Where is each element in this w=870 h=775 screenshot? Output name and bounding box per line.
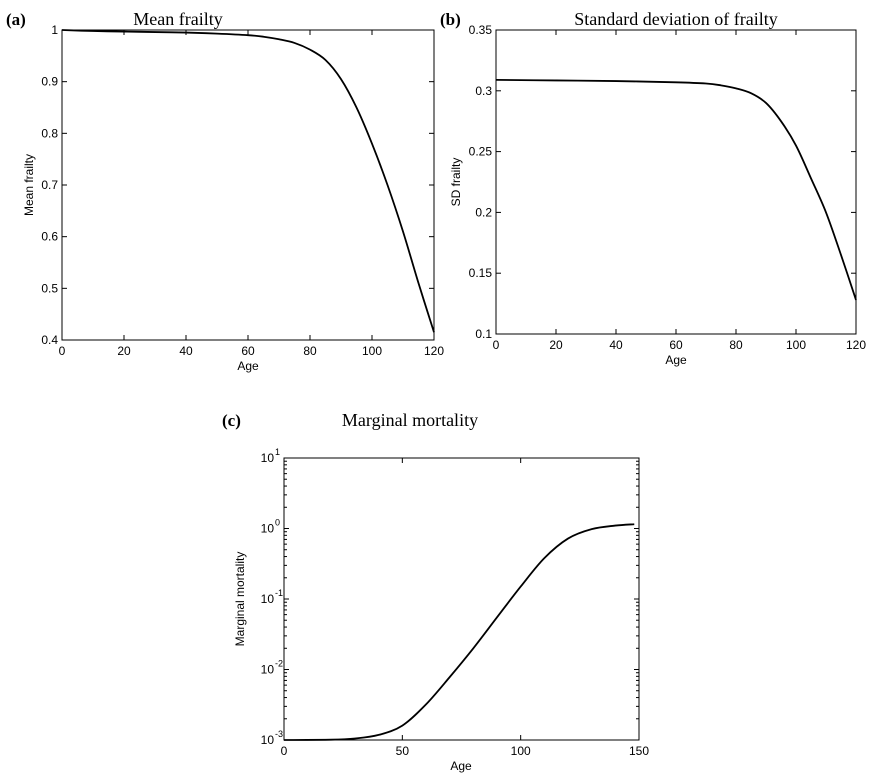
panel-b-title: Standard deviation of frailty <box>574 9 777 29</box>
panel-b: (b) Standard deviation of frailty 0 20 40 6… <box>440 9 866 367</box>
panel-a-curve <box>61 29 435 333</box>
panel-b-xtick-label: 20 <box>549 338 563 352</box>
panel-a-ytick-label: 0.6 <box>41 230 58 244</box>
panel-c-xtick-label: 0 <box>281 744 288 758</box>
panel-c-xtick-label: 150 <box>629 744 649 758</box>
panel-c-ylabel: Marginal mortality <box>233 552 247 647</box>
panel-c-xlabel: Age <box>450 759 472 773</box>
panel-c-xtick-label: 50 <box>396 744 410 758</box>
panel-a-ytick-label: 0.9 <box>41 75 58 89</box>
panel-b-plot-frame <box>495 29 857 335</box>
panel-b-ytick-label: 0.25 <box>469 145 493 159</box>
panel-a: (a) Mean frailty 0 20 40 60 80 100 120 0.4 0.5 0.… <box>6 9 444 373</box>
panel-c-ytick-exponent: 1 <box>275 447 280 457</box>
panel-a-letter: (a) <box>6 10 26 29</box>
panel-c-ytick-exponent: 0 <box>275 518 280 528</box>
panel-c-curve <box>283 523 635 741</box>
panel-a-xtick-label: 80 <box>303 344 317 358</box>
panel-a-plot-frame <box>61 29 435 341</box>
panel-a-xtick-label: 60 <box>241 344 255 358</box>
panel-c-ytick-exponent: -3 <box>275 729 283 739</box>
panel-b-xtick-label: 120 <box>846 338 866 352</box>
panel-a-title: Mean frailty <box>133 9 222 29</box>
panel-b-ytick-label: 0.35 <box>469 23 493 37</box>
panel-c-ytick-exponent: -2 <box>275 659 283 669</box>
panel-a-xlabel: Age <box>237 359 259 373</box>
panel-a-ytick-label: 0.8 <box>41 126 58 140</box>
panel-b-curve <box>495 78 857 301</box>
panel-b-xtick-label: 40 <box>609 338 623 352</box>
panel-c-ytick-label: 10 <box>261 522 275 536</box>
panel-b-xtick-label: 80 <box>729 338 743 352</box>
panel-a-ticks: 0 20 40 60 80 100 120 0.4 0.5 0.6 0.7 0.8 0.9 1 <box>41 23 444 358</box>
panel-b-ytick-label: 0.1 <box>475 327 492 341</box>
panel-b-xtick-label: 60 <box>669 338 683 352</box>
panel-a-ytick-label: 1 <box>51 23 58 37</box>
panel-b-ylabel: SD frailty <box>449 158 463 207</box>
panel-b-xlabel: Age <box>665 353 687 367</box>
panel-b-ytick-label: 0.3 <box>475 84 492 98</box>
panel-c-ytick-label: 10 <box>261 592 275 606</box>
panel-a-xtick-label: 20 <box>117 344 131 358</box>
panel-b-xtick-label: 100 <box>786 338 806 352</box>
panel-a-xtick-label: 40 <box>179 344 193 358</box>
panel-c-plot-frame <box>283 457 640 741</box>
panel-b-ytick-label: 0.2 <box>475 205 492 219</box>
panel-a-ytick-label: 0.7 <box>41 178 58 192</box>
panel-c-ytick-exponent: -1 <box>275 588 283 598</box>
panel-b-letter: (b) <box>440 10 461 29</box>
panel-b-ytick-label: 0.15 <box>469 266 493 280</box>
panel-c-title: Marginal mortality <box>342 410 478 430</box>
panel-b-ticks: 0 20 40 60 80 100 120 0.1 0.15 0.2 0.25 0.3 0.35 <box>469 23 867 352</box>
panel-c-xtick-label: 100 <box>511 744 531 758</box>
panel-a-xtick-label: 100 <box>362 344 382 358</box>
panel-c-ytick-label: 10 <box>261 733 275 747</box>
panel-c: (c) Marginal mortality 0 50 100 15010-310-2… <box>222 410 649 773</box>
panel-a-ytick-label: 0.4 <box>41 333 58 347</box>
panel-c-letter: (c) <box>222 411 241 430</box>
panel-a-ytick-label: 0.5 <box>41 281 58 295</box>
panel-b-xtick-label: 0 <box>493 338 500 352</box>
panel-c-ytick-label: 10 <box>261 451 275 465</box>
panel-a-xtick-label: 120 <box>424 344 444 358</box>
panel-a-ylabel: Mean frailty <box>22 154 36 216</box>
panel-c-ytick-label: 10 <box>261 663 275 677</box>
panel-a-xtick-label: 0 <box>59 344 66 358</box>
